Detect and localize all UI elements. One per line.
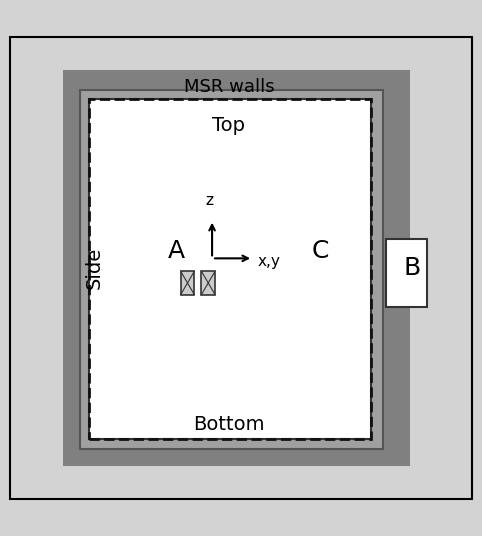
Text: C: C bbox=[312, 239, 329, 263]
Text: A: A bbox=[167, 239, 185, 263]
Bar bbox=[89, 99, 371, 439]
Bar bbox=[181, 271, 194, 294]
Bar bbox=[89, 99, 371, 439]
Text: Side: Side bbox=[84, 247, 104, 289]
Bar bbox=[63, 70, 410, 466]
Text: z: z bbox=[206, 193, 214, 208]
Text: Top: Top bbox=[213, 116, 245, 135]
Bar bbox=[80, 90, 383, 449]
Text: x,y: x,y bbox=[258, 254, 281, 269]
Bar bbox=[386, 239, 427, 307]
Text: B: B bbox=[403, 256, 421, 280]
Text: Bottom: Bottom bbox=[193, 415, 265, 434]
Text: MSR walls: MSR walls bbox=[184, 78, 274, 96]
Bar bbox=[201, 271, 215, 294]
